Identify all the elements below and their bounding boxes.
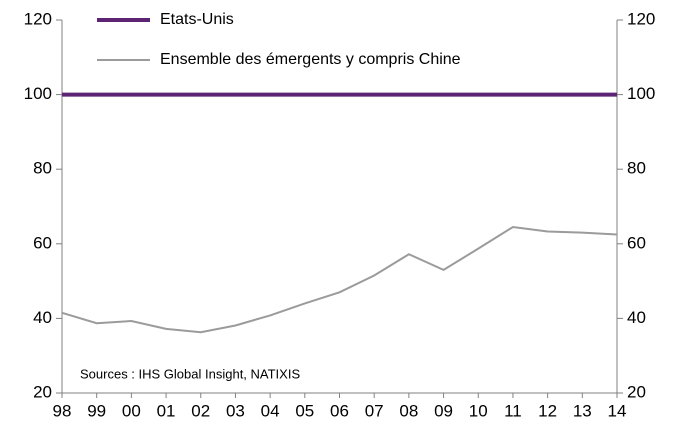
x-tick-label: 10 <box>469 401 488 420</box>
y2-tick-label: 120 <box>627 9 655 28</box>
x-tick-label: 09 <box>434 401 453 420</box>
x-tick-label: 07 <box>365 401 384 420</box>
y-tick-label: 20 <box>33 382 52 401</box>
x-tick-label: 02 <box>191 401 210 420</box>
y-tick-label: 60 <box>33 233 52 252</box>
x-tick-label: 99 <box>87 401 106 420</box>
y2-tick-label: 80 <box>627 159 646 178</box>
x-tick-label: 13 <box>573 401 592 420</box>
annotation: Sources : IHS Global Insight, NATIXIS <box>80 366 300 381</box>
legend-label: Etats-Unis <box>160 11 234 28</box>
x-tick-label: 12 <box>538 401 557 420</box>
x-tick-label: 11 <box>504 401 522 420</box>
y2-tick-label: 100 <box>627 84 655 103</box>
y-tick-label: 40 <box>33 308 52 327</box>
y2-tick-label: 60 <box>627 233 646 252</box>
x-tick-label: 05 <box>295 401 314 420</box>
x-tick-label: 03 <box>226 401 245 420</box>
y-tick-label: 120 <box>24 9 52 28</box>
y-tick-label: 80 <box>33 159 52 178</box>
y2-tick-label: 20 <box>627 382 646 401</box>
series-line <box>61 225 618 334</box>
x-tick-label: 01 <box>157 401 176 420</box>
x-tick-label: 00 <box>122 401 141 420</box>
legend-label: Ensemble des émergents y compris Chine <box>160 51 461 68</box>
x-tick-label: 08 <box>399 401 418 420</box>
x-tick-label: 98 <box>53 401 72 420</box>
y2-tick-label: 40 <box>627 308 646 327</box>
x-tick-label: 04 <box>261 401 280 420</box>
x-tick-label: 06 <box>330 401 349 420</box>
y-tick-label: 100 <box>24 84 52 103</box>
x-tick-label: 14 <box>608 401 627 420</box>
